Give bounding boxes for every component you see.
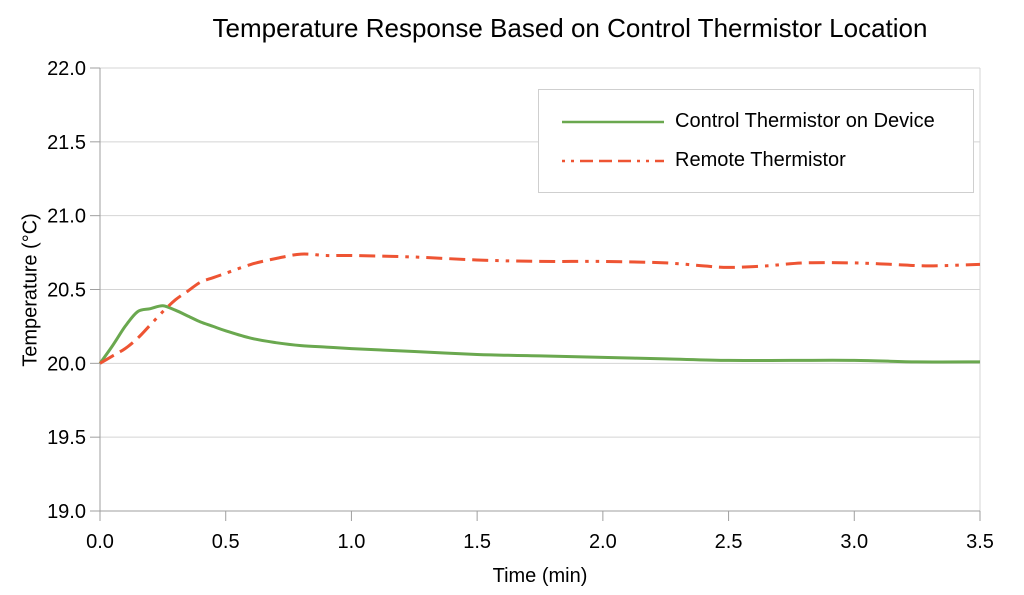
control-series-line-icon [562, 120, 664, 123]
x-tick-label: 0.0 [86, 531, 114, 553]
chart-title: Temperature Response Based on Control Th… [212, 13, 928, 43]
remote-thermistor-line [99, 252, 981, 365]
x-tick-label: 1.0 [338, 531, 366, 553]
x-tick-label: 1.5 [463, 531, 491, 553]
y-axis-title: Temperature (°C) [19, 213, 42, 367]
y-tick-label: 19.5 [47, 427, 86, 449]
legend-item-control-thermistor: Control Thermistor on Device [561, 110, 973, 133]
y-tick-label: 21.5 [47, 132, 86, 154]
legend: Control Thermistor on Device Remote Ther… [538, 89, 974, 193]
y-tick-label: 20.0 [47, 353, 86, 375]
y-tick-label: 22.0 [47, 58, 86, 80]
legend-label-remote-thermistor: Remote Thermistor [675, 149, 846, 171]
legend-label-control-thermistor: Control Thermistor on Device [675, 110, 935, 132]
y-tick-label: 21.0 [47, 206, 86, 228]
legend-item-remote-thermistor: Remote Thermistor [561, 149, 973, 172]
x-tick-label: 3.0 [840, 531, 868, 553]
x-tick-label: 0.5 [212, 531, 240, 553]
y-tick-label: 19.0 [47, 501, 86, 523]
x-tick-label: 2.0 [589, 531, 617, 553]
x-tick-label: 3.5 [966, 531, 994, 553]
x-tick-label: 2.5 [715, 531, 743, 553]
control-thermistor-on-device-line [98, 304, 981, 365]
remote-series-line-icon [562, 159, 664, 162]
x-axis-title: Time (min) [492, 565, 588, 587]
y-tick-label: 20.5 [47, 280, 86, 302]
